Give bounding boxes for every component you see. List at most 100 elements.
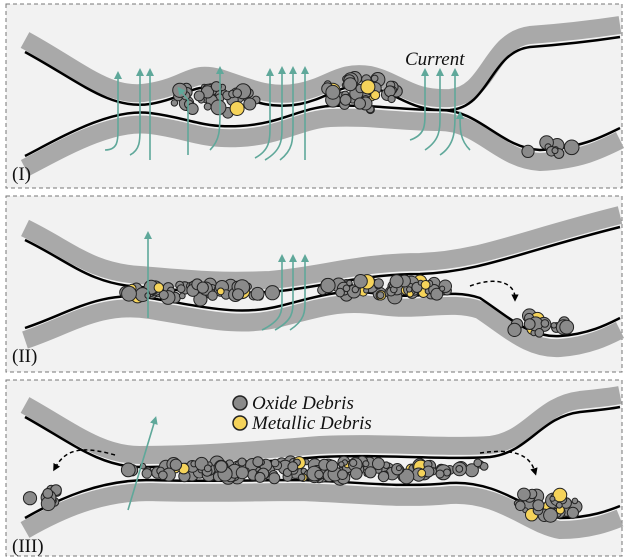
debris-particle bbox=[270, 458, 280, 468]
debris-particle bbox=[210, 99, 227, 116]
debris-particle bbox=[387, 94, 396, 104]
panel-label: (I) bbox=[12, 164, 31, 185]
debris-particle bbox=[121, 285, 137, 302]
debris-particle bbox=[417, 468, 427, 478]
debris-particle bbox=[555, 501, 563, 509]
legend-item: Metallic Debris bbox=[251, 413, 372, 434]
debris-particle bbox=[158, 470, 168, 481]
debris-particle bbox=[362, 460, 370, 468]
debris-particle bbox=[384, 85, 396, 98]
debris-particle bbox=[540, 319, 550, 328]
debris-particle bbox=[153, 282, 165, 293]
debris-particle bbox=[22, 491, 38, 506]
debris-particle bbox=[373, 278, 384, 289]
debris-particle bbox=[559, 319, 575, 335]
debris-particle bbox=[216, 287, 225, 296]
debris-particle bbox=[42, 488, 54, 499]
debris-particle bbox=[158, 290, 169, 300]
debris-particle bbox=[243, 97, 257, 111]
debris-particle bbox=[534, 328, 545, 338]
debris-particle bbox=[287, 461, 299, 473]
debris-particle bbox=[186, 102, 199, 116]
debris-particle bbox=[563, 139, 580, 156]
debris-particle bbox=[532, 499, 545, 512]
debris-particle bbox=[398, 468, 415, 485]
legend-swatch-metallic bbox=[232, 415, 248, 431]
debris-particle bbox=[207, 290, 218, 301]
debris-particle bbox=[364, 466, 377, 479]
panel-label: (III) bbox=[12, 536, 44, 557]
debris-particle bbox=[338, 461, 345, 468]
debris-particle bbox=[229, 101, 245, 116]
debris-particle bbox=[395, 465, 402, 472]
debris-particle bbox=[550, 322, 558, 329]
debris-particle bbox=[235, 466, 249, 480]
debris-particle bbox=[314, 469, 324, 480]
debris-particle bbox=[360, 79, 376, 95]
debris-particle bbox=[353, 274, 368, 289]
debris-particle bbox=[439, 285, 446, 292]
debris-particle bbox=[210, 81, 222, 92]
debris-particle bbox=[232, 288, 245, 301]
debris-particle bbox=[473, 458, 483, 468]
debris-particle bbox=[420, 280, 431, 290]
debris-particle bbox=[178, 292, 186, 300]
debris-particle bbox=[549, 495, 556, 502]
legend-item: Oxide Debris bbox=[252, 393, 354, 414]
debris-particle bbox=[389, 274, 404, 289]
debris-particle bbox=[552, 487, 568, 503]
debris-particle bbox=[297, 473, 306, 482]
debris-particle bbox=[455, 465, 464, 473]
debris-particle bbox=[372, 457, 385, 471]
debris-particle bbox=[237, 457, 247, 467]
debris-particle bbox=[232, 88, 242, 98]
debris-particle bbox=[523, 318, 536, 331]
debris-particle bbox=[571, 497, 579, 505]
debris-particle bbox=[170, 99, 179, 107]
debris-particle bbox=[517, 487, 531, 502]
debris-particle bbox=[507, 322, 522, 337]
debris-particle bbox=[521, 144, 535, 158]
debris-particle bbox=[346, 279, 353, 287]
debris-particle bbox=[264, 285, 280, 301]
debris-particle bbox=[566, 506, 580, 519]
debris-particle bbox=[353, 97, 366, 110]
debris-particle bbox=[325, 84, 341, 100]
debris-particle bbox=[268, 472, 281, 485]
debris-particle bbox=[196, 281, 209, 294]
debris-particle bbox=[176, 284, 186, 294]
debris-particle bbox=[430, 287, 444, 301]
debris-particle bbox=[343, 77, 358, 92]
debris-particle bbox=[443, 468, 451, 477]
debris-particle bbox=[370, 90, 381, 101]
debris-particle bbox=[120, 462, 136, 478]
debris-particle bbox=[335, 287, 345, 298]
debris-particle bbox=[215, 460, 228, 473]
debris-particle bbox=[203, 102, 212, 111]
annotation: Current bbox=[405, 49, 465, 70]
debris-particle bbox=[350, 467, 363, 480]
debris-particle bbox=[40, 496, 56, 512]
debris-particle bbox=[435, 469, 445, 479]
debris-particle bbox=[378, 471, 390, 483]
panel-label: (II) bbox=[12, 346, 37, 367]
debris-particle bbox=[250, 286, 265, 301]
debris-particle bbox=[515, 500, 526, 512]
debris-particle bbox=[252, 456, 264, 468]
debris-particle bbox=[376, 291, 385, 300]
debris-particle bbox=[169, 458, 183, 471]
debris-particle bbox=[342, 284, 351, 293]
legend-swatch-oxide bbox=[232, 395, 248, 411]
debris-particle bbox=[370, 74, 379, 83]
debris-particle bbox=[254, 471, 266, 483]
current-arrows bbox=[53, 66, 538, 511]
debris-particle bbox=[203, 464, 212, 473]
debris bbox=[22, 71, 583, 523]
debris-particle bbox=[543, 507, 558, 523]
debris-particle bbox=[339, 93, 352, 106]
debris-particle bbox=[351, 285, 359, 294]
debris-particle bbox=[337, 469, 348, 481]
debris-particle bbox=[349, 458, 358, 467]
debris-particle bbox=[320, 277, 336, 294]
